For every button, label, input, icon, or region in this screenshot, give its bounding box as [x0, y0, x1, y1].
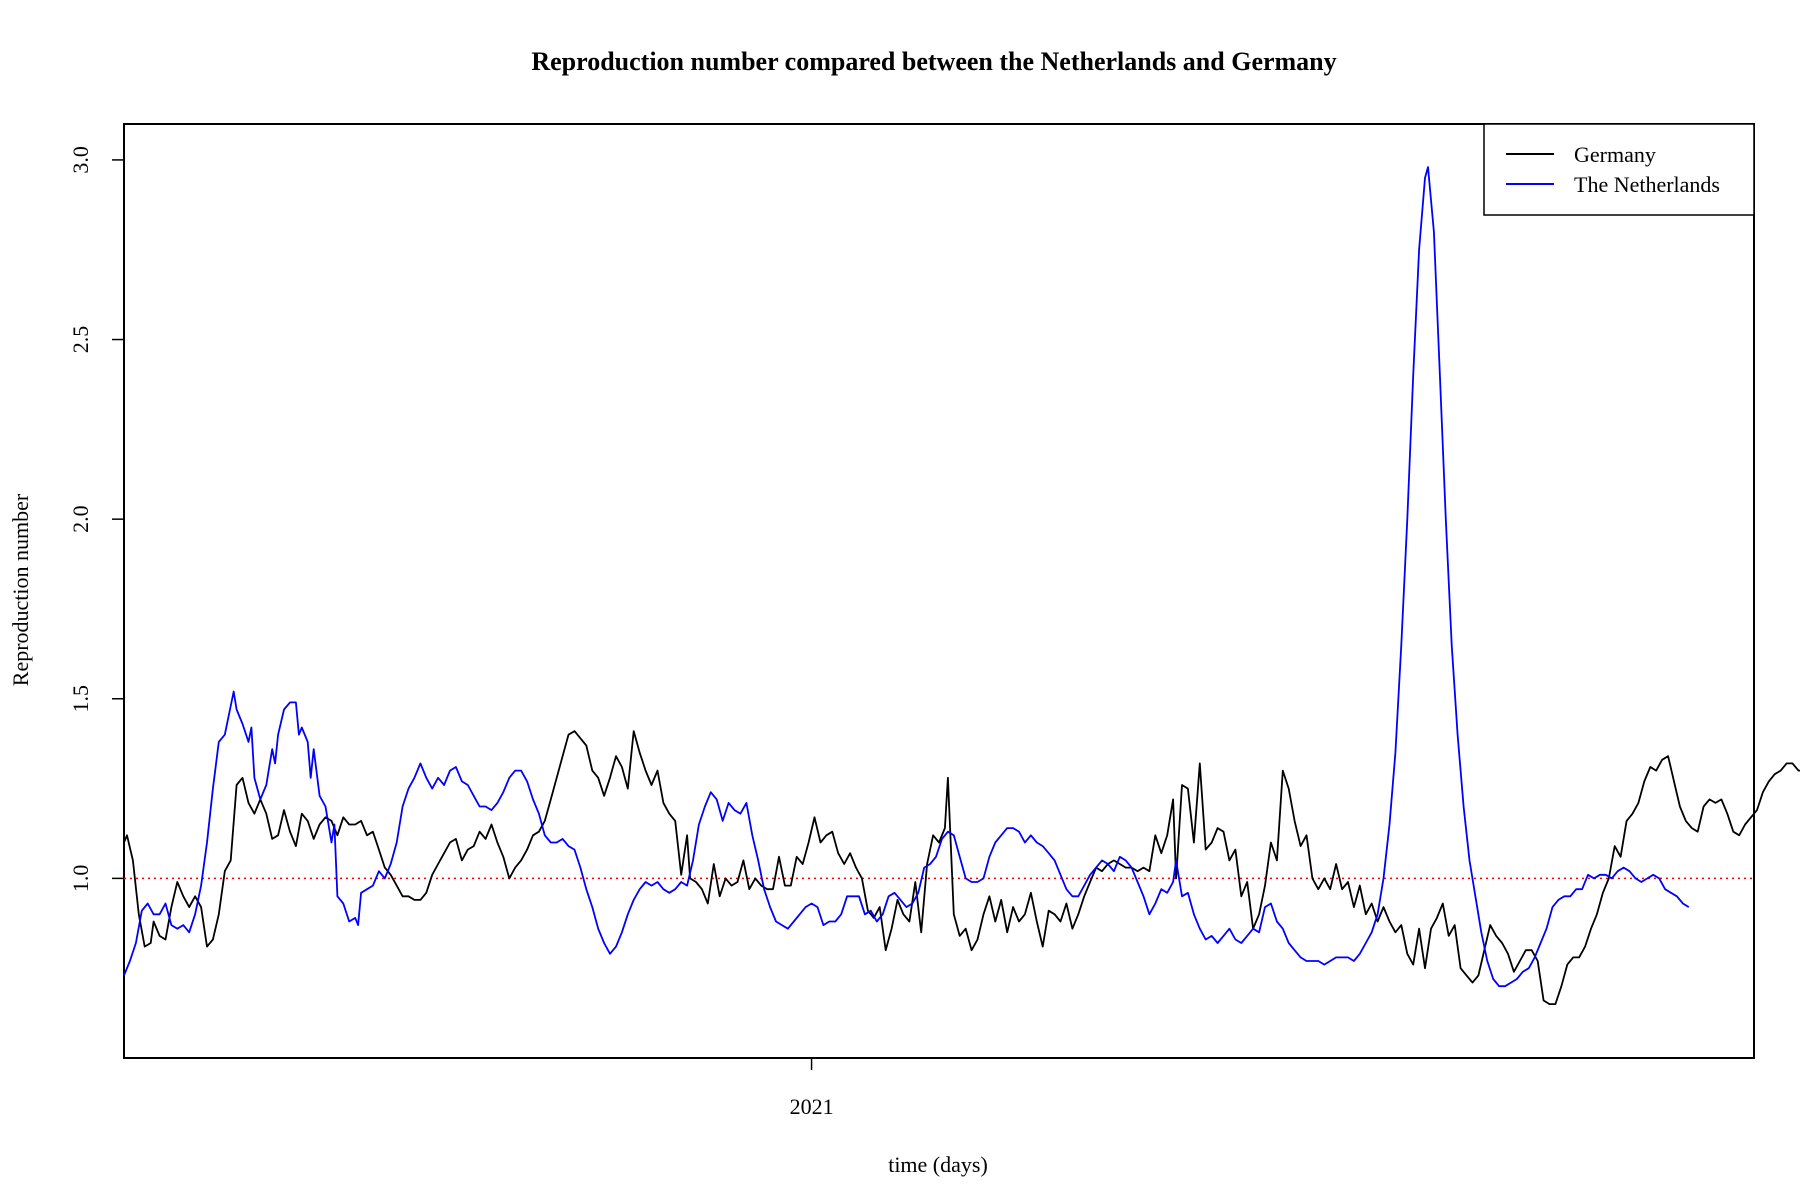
legend-box [1483, 123, 1755, 216]
series-line-netherlands [123, 166, 1690, 988]
series-layer [123, 166, 1800, 1005]
legend: Germany The Netherlands [1483, 123, 1755, 216]
y-tick-label-3: 2.5 [68, 326, 93, 354]
y-tick-label-4: 3.0 [68, 146, 93, 174]
series-line-germany [123, 730, 1800, 1005]
plot-frame [123, 123, 1755, 1059]
x-axis: 2021 [790, 1058, 834, 1119]
y-tick-label-2: 2.0 [68, 505, 93, 533]
legend-label-germany: Germany [1574, 142, 1656, 167]
x-axis-label: time (days) [888, 1152, 988, 1177]
y-tick-label-1: 1.5 [68, 685, 93, 713]
y-tick-label-0: 1.0 [68, 865, 93, 893]
chart-title: Reproduction number compared between the… [531, 47, 1336, 76]
legend-label-netherlands: The Netherlands [1574, 172, 1720, 197]
y-axis: 1.0 1.5 2.0 2.5 3.0 [68, 146, 124, 892]
x-tick-label-0: 2021 [790, 1094, 834, 1119]
y-axis-label: Reproduction number [8, 493, 33, 686]
